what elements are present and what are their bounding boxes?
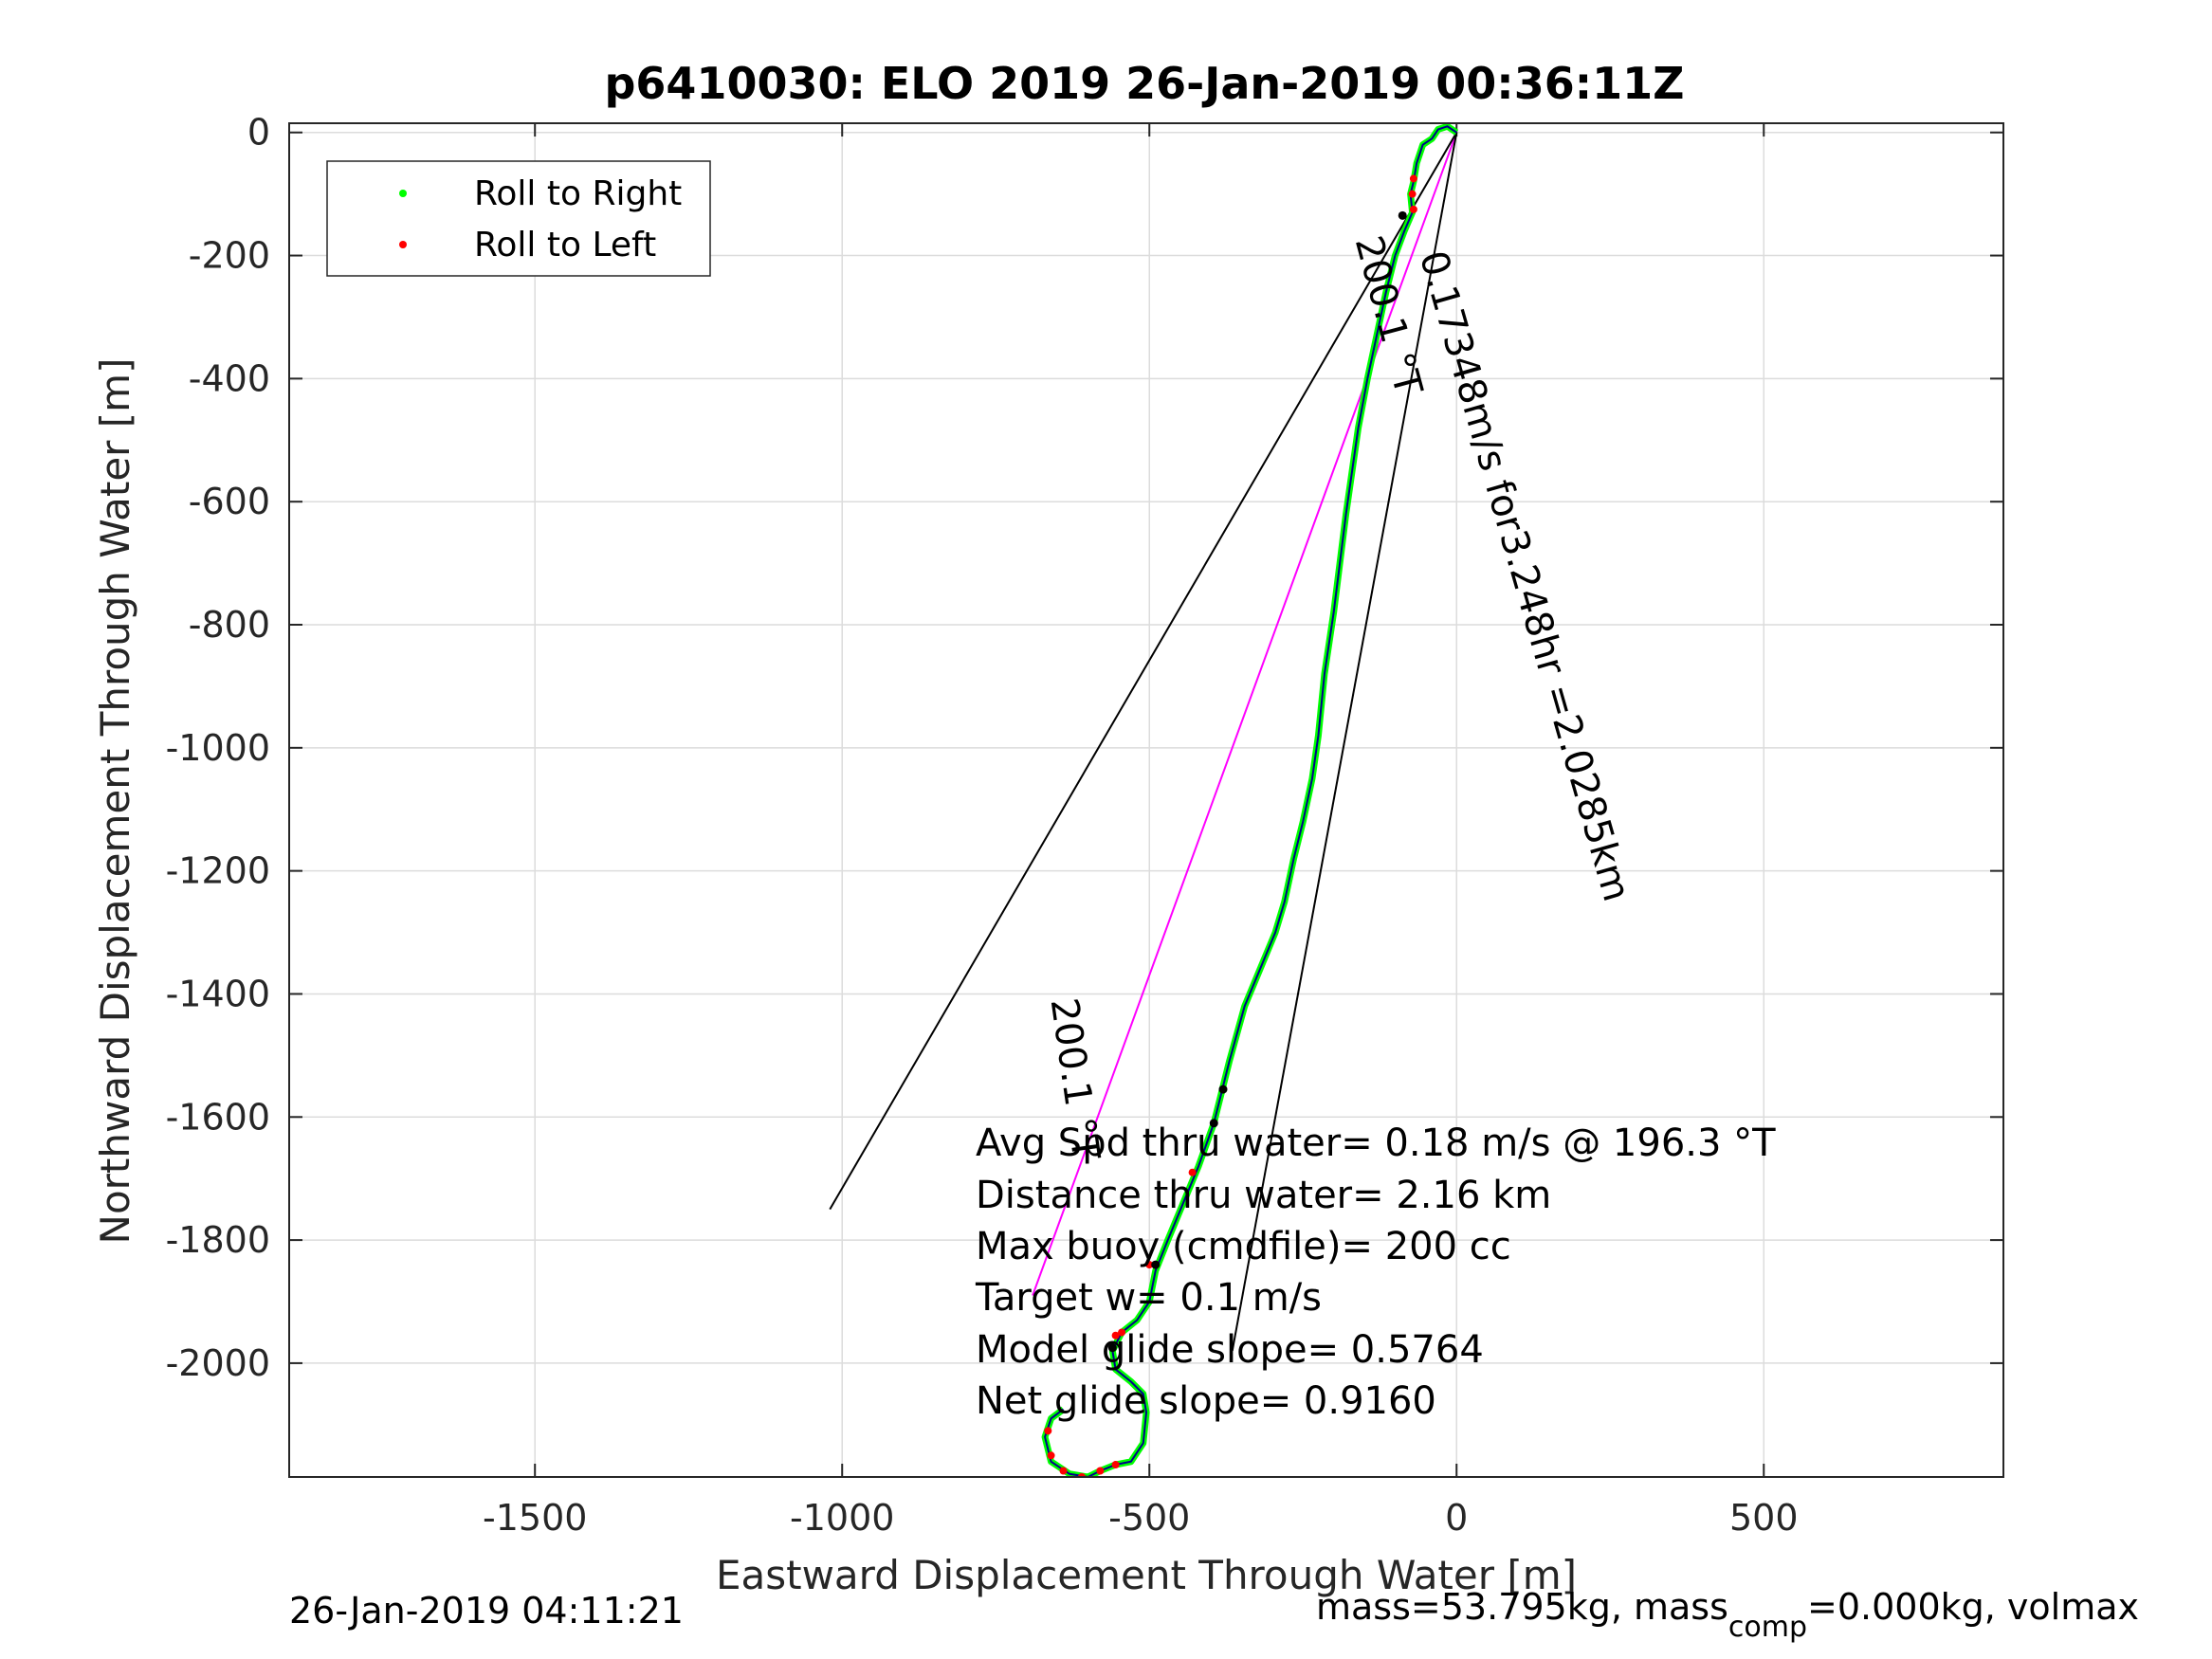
y-tick-label: -1600: [166, 1096, 270, 1138]
x-tick-label: 500: [1729, 1497, 1799, 1539]
reference-line: [1032, 132, 1458, 1296]
y-tick-label: 0: [247, 112, 270, 154]
reference-line: [1231, 132, 1458, 1352]
y-tick-labels: 0 -200 -400 -600 -800 -1000 -1200 -1400 -1600 -18…: [166, 112, 270, 1384]
surfacing-point: [1218, 1085, 1228, 1094]
surfacing-point: [1209, 1119, 1218, 1128]
y-tick-label: -1800: [166, 1219, 270, 1261]
annotation-target-w: Target w= 0.1 m/s: [975, 1276, 1322, 1320]
annotation-model-glide: Model glide slope= 0.5764: [976, 1328, 1484, 1372]
x-axis-label: Eastward Displacement Through Water [m]: [716, 1552, 1577, 1598]
x-tick-labels: -1500 -1000 -500 0 500: [483, 1497, 1799, 1539]
x-tick-label: 0: [1445, 1497, 1468, 1539]
footer-timestamp: 26-Jan-2019 04:11:21: [289, 1590, 684, 1632]
x-tick-label: -1500: [483, 1497, 587, 1539]
roll-left-point: [1111, 1331, 1120, 1340]
footer-mass-suffix: =0.000kg, volmax: [1807, 1586, 2139, 1628]
reference-line: [829, 132, 1458, 1211]
stats-annotations: Avg Spd thru water= 0.18 m/s @ 196.3 °T …: [975, 1121, 1776, 1423]
roll-left-point: [1096, 1467, 1105, 1475]
y-tick-label: -1200: [166, 850, 270, 892]
annotation-net-glide: Net glide slope= 0.9160: [976, 1379, 1436, 1423]
surfacing-point: [1107, 1343, 1117, 1353]
y-tick-label: -800: [189, 604, 270, 646]
footer-mass: mass=53.795kg, masscomp=0.000kg, volmax: [1316, 1586, 2139, 1644]
legend-marker-roll-left: [399, 241, 407, 248]
y-axis-label: Northward Displacement Through Water [m]: [92, 358, 138, 1245]
roll-left-point: [1409, 174, 1417, 183]
y-tick-label: -200: [189, 235, 270, 277]
roll-left-point: [1118, 1328, 1126, 1337]
track-line: [1044, 125, 1457, 1477]
surfacing-point: [1151, 1260, 1161, 1269]
axis-ticks: [289, 123, 2003, 1477]
axes-box: [288, 122, 2004, 1478]
y-tick-label: -2000: [166, 1342, 270, 1384]
footer-mass-prefix: mass=53.795kg, mass: [1316, 1586, 1728, 1628]
x-tick-label: -500: [1108, 1497, 1190, 1539]
legend-box: [326, 160, 711, 277]
annotation-max-buoy: Max buoy (cmdfile)= 200 cc: [976, 1225, 1511, 1268]
roll-left-point: [1044, 1427, 1052, 1435]
chart-title: p6410030: ELO 2019 26-Jan-2019 00:36:11Z: [605, 58, 1685, 109]
y-tick-label: -600: [189, 481, 270, 522]
footer-mass-subscript: comp: [1728, 1611, 1807, 1644]
legend-marker-roll-right: [399, 190, 407, 197]
roll-left-point: [1111, 1461, 1120, 1469]
reference-lines: [829, 132, 1458, 1352]
y-tick-label: -400: [189, 357, 270, 399]
roll-left-point: [1409, 205, 1417, 213]
roll-left-point: [1408, 190, 1417, 198]
annotation-distance: Distance thru water= 2.16 km: [976, 1174, 1551, 1217]
roll-left-point: [1188, 1168, 1197, 1176]
surfacing-point: [1398, 210, 1407, 220]
track-layer: [1041, 123, 1459, 1477]
legend: Roll to Right Roll to Left: [326, 160, 711, 277]
annotation-avg-speed: Avg Spd thru water= 0.18 m/s @ 196.3 °T: [976, 1121, 1776, 1165]
roll-left-point: [1145, 1261, 1154, 1269]
y-tick-label: -1000: [166, 727, 270, 769]
grid-lines: [289, 123, 2003, 1477]
roll-left-point: [1047, 1451, 1055, 1460]
legend-label-roll-left: Roll to Left: [474, 226, 656, 264]
roll-left-point: [1059, 1467, 1068, 1475]
legend-label-roll-right: Roll to Right: [474, 174, 682, 213]
x-tick-label: -1000: [790, 1497, 894, 1539]
y-tick-label: -1400: [166, 973, 270, 1014]
